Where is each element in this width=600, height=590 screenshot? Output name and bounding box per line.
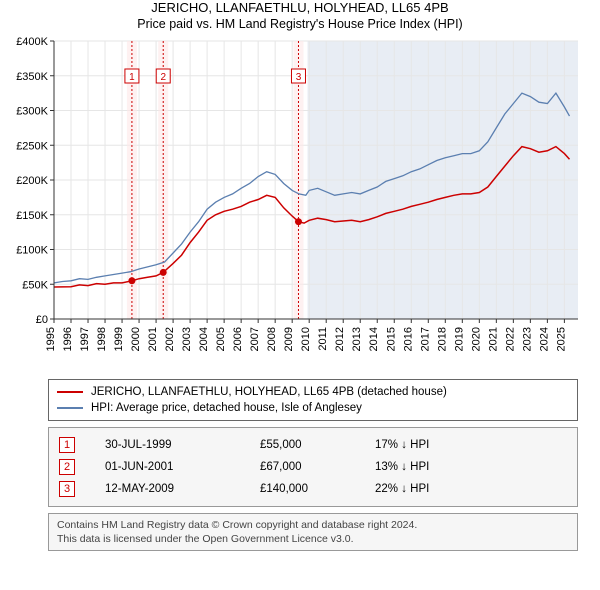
data-point-diff: 13% ↓ HPI [375, 461, 567, 473]
svg-text:2005: 2005 [215, 327, 227, 351]
data-point-row: 2 01-JUN-2001£67,00013% ↓ HPI [59, 456, 567, 478]
svg-text:£400K: £400K [16, 36, 48, 48]
svg-text:£300K: £300K [16, 106, 48, 118]
chart-subtitle: Price paid vs. HM Land Registry's House … [0, 17, 600, 31]
svg-text:2003: 2003 [181, 327, 193, 351]
svg-text:£200K: £200K [16, 175, 48, 187]
data-point-price: £67,000 [260, 461, 375, 473]
svg-text:2025: 2025 [555, 327, 567, 351]
svg-text:2015: 2015 [385, 327, 397, 351]
legend-item: JERICHO, LLANFAETHLU, HOLYHEAD, LL65 4PB… [57, 384, 569, 400]
legend-item: HPI: Average price, detached house, Isle… [57, 400, 569, 416]
svg-text:2023: 2023 [521, 327, 533, 351]
data-point-diff: 22% ↓ HPI [375, 483, 567, 495]
line-chart-svg: 1995 1996 1997 1998 1999 2000 2001 2002 2003 2004… [0, 35, 600, 375]
svg-text:£50K: £50K [22, 279, 48, 291]
data-point-marker-icon: 2 [59, 459, 75, 475]
svg-text:2019: 2019 [453, 327, 465, 351]
svg-text:2011: 2011 [317, 327, 329, 351]
data-points-table: 1 30-JUL-1999£55,00017% ↓ HPI 2 01-JUN-2001… [48, 427, 578, 507]
data-point-diff: 17% ↓ HPI [375, 439, 567, 451]
svg-text:2009: 2009 [283, 327, 295, 351]
legend-swatch [57, 407, 83, 409]
svg-text:2008: 2008 [266, 327, 278, 351]
data-point-price: £55,000 [260, 439, 375, 451]
svg-text:2006: 2006 [232, 327, 244, 351]
data-point-row: 3 12-MAY-2009£140,00022% ↓ HPI [59, 478, 567, 500]
attribution: Contains HM Land Registry data © Crown c… [48, 513, 578, 551]
legend-label: JERICHO, LLANFAETHLU, HOLYHEAD, LL65 4PB… [91, 386, 447, 398]
svg-text:£100K: £100K [16, 245, 48, 257]
svg-text:1995: 1995 [45, 327, 57, 351]
svg-text:£250K: £250K [16, 140, 48, 152]
data-point-date: 12-MAY-2009 [105, 483, 260, 495]
svg-text:2004: 2004 [198, 327, 210, 351]
svg-text:2017: 2017 [419, 327, 431, 351]
svg-text:2013: 2013 [351, 327, 363, 351]
svg-text:1996: 1996 [62, 327, 74, 351]
chart-title: JERICHO, LLANFAETHLU, HOLYHEAD, LL65 4PB [0, 0, 600, 15]
chart-area: 1995 1996 1997 1998 1999 2000 2001 2002 2003 2004… [0, 35, 600, 375]
data-point-marker-icon: 1 [59, 437, 75, 453]
svg-text:£150K: £150K [16, 210, 48, 222]
svg-text:2024: 2024 [538, 327, 550, 351]
legend: JERICHO, LLANFAETHLU, HOLYHEAD, LL65 4PB… [48, 379, 578, 421]
svg-text:1998: 1998 [96, 327, 108, 351]
data-point-price: £140,000 [260, 483, 375, 495]
svg-text:2016: 2016 [402, 327, 414, 351]
svg-text:1997: 1997 [79, 327, 91, 351]
data-point-date: 30-JUL-1999 [105, 439, 260, 451]
svg-text:2014: 2014 [368, 327, 380, 351]
svg-text:2002: 2002 [164, 327, 176, 351]
attribution-line: This data is licensed under the Open Gov… [57, 532, 569, 546]
svg-text:£0: £0 [36, 314, 48, 326]
legend-swatch [57, 391, 83, 393]
data-point-row: 1 30-JUL-1999£55,00017% ↓ HPI [59, 434, 567, 456]
svg-text:2: 2 [160, 72, 166, 83]
svg-text:2021: 2021 [487, 327, 499, 351]
svg-text:2007: 2007 [249, 327, 261, 351]
data-point-marker-icon: 3 [59, 481, 75, 497]
svg-text:1999: 1999 [113, 327, 125, 351]
svg-text:2000: 2000 [130, 327, 142, 351]
svg-text:2020: 2020 [470, 327, 482, 351]
svg-text:2012: 2012 [334, 327, 346, 351]
svg-text:2018: 2018 [436, 327, 448, 351]
svg-text:2001: 2001 [147, 327, 159, 351]
svg-text:2010: 2010 [300, 327, 312, 351]
svg-text:3: 3 [296, 72, 302, 83]
svg-text:2022: 2022 [504, 327, 516, 351]
attribution-line: Contains HM Land Registry data © Crown c… [57, 518, 569, 532]
legend-label: HPI: Average price, detached house, Isle… [91, 402, 362, 414]
data-point-date: 01-JUN-2001 [105, 461, 260, 473]
svg-text:1: 1 [129, 72, 135, 83]
svg-text:£350K: £350K [16, 71, 48, 83]
